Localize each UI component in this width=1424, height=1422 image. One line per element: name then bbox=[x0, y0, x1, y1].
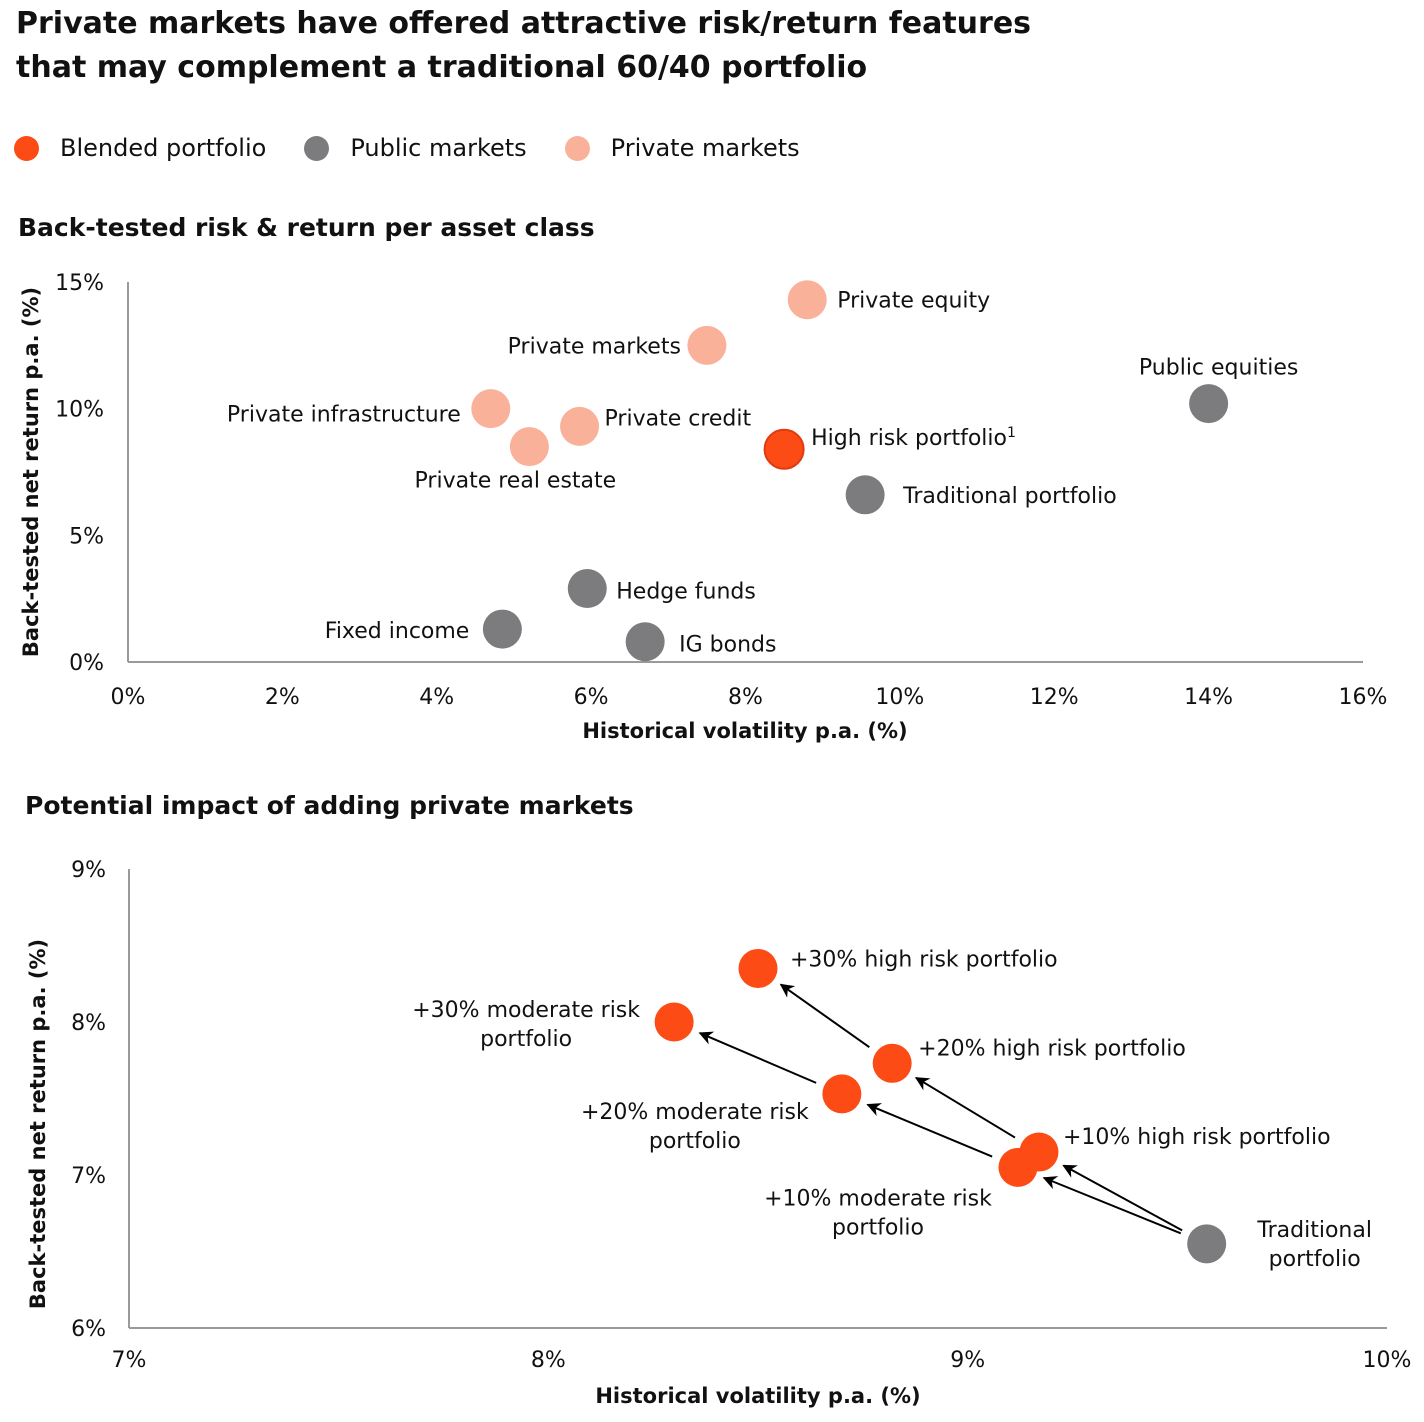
x-tick-label: 2% bbox=[265, 685, 300, 710]
point-label-20-moderate-risk-portfolio: +20% moderate risk portfolio bbox=[581, 1100, 809, 1154]
x-tick-label: 7% bbox=[112, 1348, 147, 1373]
point-30-moderate-risk-portfolio bbox=[654, 1002, 694, 1042]
main-title-line-1: Private markets have offered attractive … bbox=[16, 6, 1032, 41]
point-ig-bonds bbox=[625, 622, 665, 662]
y-tick-label: 8% bbox=[71, 1011, 106, 1036]
arrow-h20-to-h30 bbox=[779, 983, 870, 1048]
point-10-moderate-risk-portfolio bbox=[998, 1147, 1038, 1187]
chart-2-impact: 7% 8% 9% 10%6%7%8%9%Historical volatility p… bbox=[26, 858, 1412, 1408]
point-label-private-markets: Private markets bbox=[508, 334, 681, 359]
point-label-30-moderate-risk-portfolio: +30% moderate risk portfolio bbox=[412, 998, 640, 1052]
point-label-traditional-portfolio: Traditional portfolio bbox=[902, 484, 1117, 509]
y-tick-label: 15% bbox=[55, 271, 104, 296]
point-30-high-risk-portfolio bbox=[738, 948, 778, 988]
y-axis-label: Back-tested net return p.a. (%) bbox=[19, 287, 43, 657]
point-20-high-risk-portfolio bbox=[872, 1043, 912, 1083]
point-traditional-portfolio bbox=[845, 475, 885, 515]
point-label-private-infrastructure: Private infrastructure bbox=[227, 403, 461, 428]
point-label-high-risk-portfolio: High risk portfolio1 bbox=[811, 425, 1016, 451]
point-label-10-moderate-risk-portfolio: +10% moderate risk portfolio bbox=[764, 1186, 992, 1240]
y-tick-label: 0% bbox=[69, 651, 104, 676]
legend-marker-private bbox=[564, 135, 590, 161]
legend-item-public: Public markets bbox=[304, 134, 527, 162]
x-tick-label: 10% bbox=[1363, 1348, 1412, 1373]
legend-marker-public bbox=[304, 135, 330, 161]
x-tick-label: 14% bbox=[1184, 685, 1233, 710]
arrow-m10-to-m20 bbox=[866, 1103, 993, 1158]
point-20-moderate-risk-portfolio bbox=[822, 1074, 862, 1114]
x-tick-label: 8% bbox=[531, 1348, 566, 1373]
point-traditional-portfolio bbox=[1187, 1224, 1227, 1264]
arrow-trad-to-h10 bbox=[1062, 1164, 1183, 1232]
y-tick-label: 7% bbox=[71, 1164, 106, 1189]
legend-item-blended: Blended portfolio bbox=[14, 134, 266, 162]
chart-1-title: Back-tested risk & return per asset clas… bbox=[18, 213, 595, 242]
arrow-trad-to-m10 bbox=[1042, 1176, 1182, 1235]
y-axis-label: Back-tested net return p.a. (%) bbox=[26, 939, 50, 1309]
arrow-h10-to-h20 bbox=[914, 1076, 1016, 1139]
legend-label-public: Public markets bbox=[350, 134, 527, 162]
x-tick-label: 10% bbox=[875, 685, 924, 710]
point-label-public-equities: Public equities bbox=[1139, 356, 1298, 381]
y-tick-label: 10% bbox=[55, 398, 104, 423]
point-label-30-high-risk-portfolio: +30% high risk portfolio bbox=[790, 947, 1058, 972]
x-tick-label: 9% bbox=[950, 1348, 985, 1373]
point-label-traditional-portfolio: Traditional portfolio bbox=[1256, 1218, 1372, 1272]
y-tick-label: 5% bbox=[69, 524, 104, 549]
legend: Blended portfolio Public markets Private… bbox=[14, 128, 838, 168]
arrow-m20-to-m30 bbox=[698, 1031, 817, 1084]
point-label-hedge-funds: Hedge funds bbox=[616, 580, 756, 605]
main-title: Private markets have offered attractive … bbox=[16, 2, 1396, 90]
x-tick-label: 0% bbox=[111, 685, 146, 710]
x-tick-label: 12% bbox=[1030, 685, 1079, 710]
legend-label-private: Private markets bbox=[610, 134, 800, 162]
point-hedge-funds bbox=[567, 569, 607, 609]
legend-item-private: Private markets bbox=[564, 134, 800, 162]
point-public-equities bbox=[1189, 384, 1229, 424]
point-label-10-high-risk-portfolio: +10% high risk portfolio bbox=[1063, 1125, 1331, 1150]
x-tick-label: 6% bbox=[574, 685, 609, 710]
y-tick-label: 9% bbox=[71, 858, 106, 883]
point-label-private-equity: Private equity bbox=[837, 289, 990, 314]
point-private-real-estate bbox=[509, 427, 549, 467]
point-label-20-high-risk-portfolio: +20% high risk portfolio bbox=[918, 1036, 1186, 1061]
point-private-markets bbox=[687, 325, 727, 365]
point-fixed-income bbox=[482, 609, 522, 649]
x-axis-label: Historical volatility p.a. (%) bbox=[595, 1384, 920, 1408]
x-tick-label: 16% bbox=[1339, 685, 1388, 710]
point-private-infrastructure bbox=[471, 389, 511, 429]
legend-label-blended: Blended portfolio bbox=[60, 134, 267, 162]
x-axis-label: Historical volatility p.a. (%) bbox=[582, 719, 907, 743]
x-tick-label: 4% bbox=[419, 685, 454, 710]
y-tick-label: 6% bbox=[71, 1317, 106, 1342]
main-title-line-2: that may complement a traditional 60/40 … bbox=[16, 50, 868, 85]
point-label-private-real-estate: Private real estate bbox=[415, 469, 617, 494]
chart-1-risk-return: 0% 2% 4% 6% 8% 10% 12% 14% 16% 0% 5% 10% 15% Historic… bbox=[19, 271, 1388, 743]
chart-2-title: Potential impact of adding private marke… bbox=[25, 791, 634, 820]
x-tick-label: 8% bbox=[728, 685, 763, 710]
point-label-fixed-income: Fixed income bbox=[325, 619, 470, 644]
point-private-credit bbox=[560, 406, 600, 446]
point-label-private-credit: Private credit bbox=[605, 406, 752, 431]
point-private-equity bbox=[787, 280, 827, 320]
point-label-ig-bonds: IG bonds bbox=[679, 633, 776, 658]
footnote-superscript: 1 bbox=[1007, 425, 1016, 441]
legend-marker-blended bbox=[14, 135, 39, 161]
point-high-risk-portfolio bbox=[763, 428, 805, 470]
